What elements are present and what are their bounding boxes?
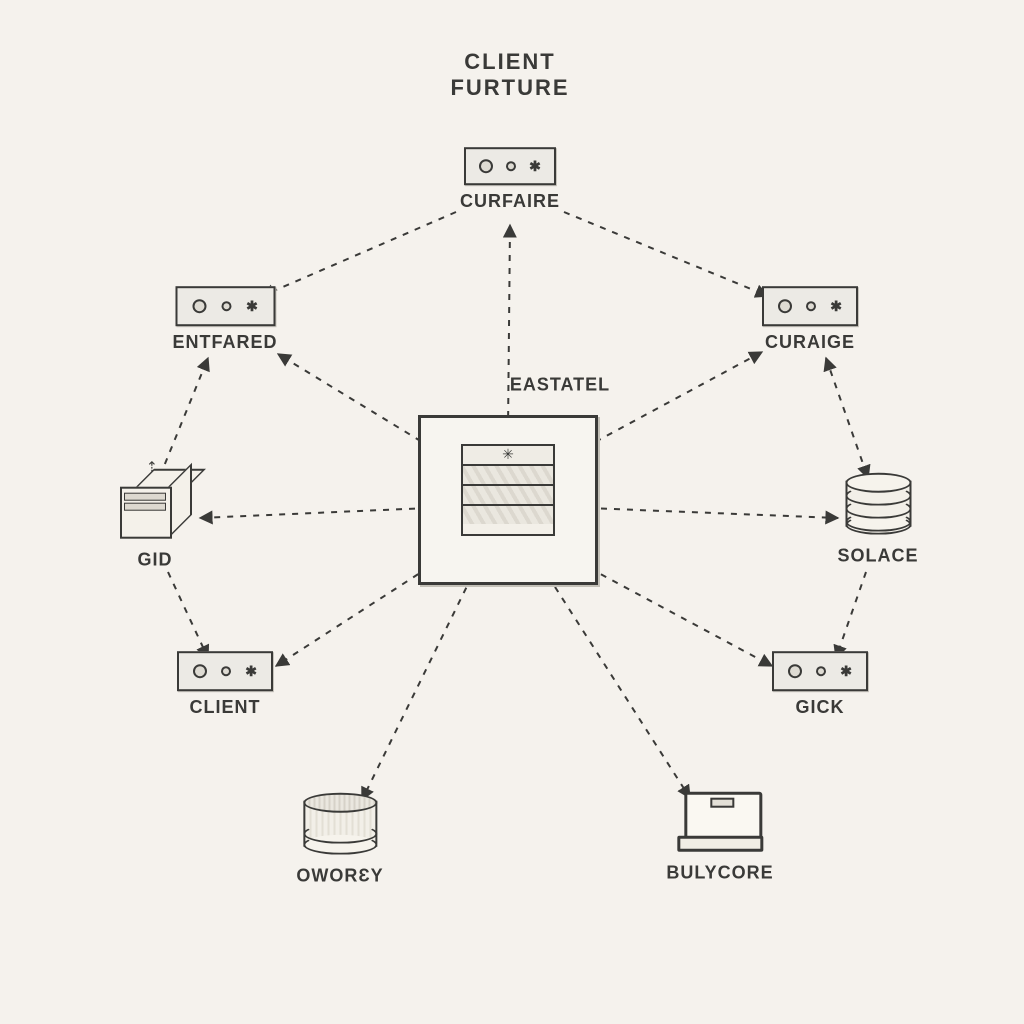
- edge-eastatel-solace: [588, 508, 838, 518]
- node-label: SOLACE: [837, 546, 918, 568]
- node-bulycore: BULYCORE: [666, 792, 773, 885]
- node-label: ENTFARED: [172, 332, 277, 354]
- node-solace: SOLACE: [837, 473, 918, 568]
- edge-eastatel-gick: [578, 562, 772, 666]
- edge-eastatel-gid: [200, 508, 428, 518]
- node-label: CURAIGE: [762, 332, 858, 354]
- edge-eastatel-curfaire: [508, 225, 510, 430]
- edge-curfaire-entfared: [262, 212, 456, 296]
- edge-eastatel-curaige: [584, 352, 762, 448]
- edge-eastatel-owory: [362, 576, 472, 800]
- node-client: ✱ CLIENT: [177, 651, 273, 719]
- edge-gid-entfared: [160, 358, 208, 476]
- node-label: CLIENT: [177, 697, 273, 719]
- node-curaige: ✱ CURAIGE: [762, 286, 858, 354]
- edge-eastatel-entfared: [278, 354, 432, 448]
- diagram-title: CLIENT FURTURE: [450, 49, 569, 101]
- center-label: EASTATEL: [510, 375, 610, 396]
- server-icon: ✳: [418, 415, 598, 585]
- device-icon: ✱: [762, 286, 858, 326]
- laptop-icon: [677, 792, 763, 852]
- edge-eastatel-bulycore: [548, 576, 690, 798]
- cylinder-icon: [845, 473, 911, 535]
- node-curfaire: ✱ CURFAIRE: [460, 147, 560, 213]
- device-icon: ✱: [177, 651, 273, 691]
- device-icon: ✱: [772, 651, 868, 691]
- node-label: GICK: [772, 697, 868, 719]
- cylinder-icon: [303, 793, 377, 855]
- node-label: OWORƐY: [296, 866, 383, 888]
- edge-curfaire-curaige: [564, 212, 768, 296]
- node-label: GID: [120, 550, 190, 572]
- diagram-canvas: CLIENT FURTURE EASTATEL ✳ ✱ CURFAIRE ✱ ENTF…: [0, 0, 1024, 1024]
- node-label: CURFAIRE: [460, 191, 560, 213]
- device-icon: ✱: [175, 286, 275, 326]
- edge-solace-gick: [836, 572, 866, 658]
- device-icon: ✱: [464, 147, 556, 185]
- edge-eastatel-client: [276, 560, 440, 666]
- edge-curaige-solace: [826, 358, 868, 478]
- cube-icon: ⇡: [120, 469, 190, 539]
- node-eastatel: ✳: [418, 415, 598, 585]
- edge-gid-client: [168, 572, 208, 658]
- node-gick: ✱ GICK: [772, 651, 868, 719]
- node-entfared: ✱ ENTFARED: [172, 286, 277, 354]
- node-gid: ⇡ GID: [120, 469, 190, 572]
- node-label: BULYCORE: [666, 863, 773, 885]
- node-owory: OWORƐY: [296, 793, 383, 888]
